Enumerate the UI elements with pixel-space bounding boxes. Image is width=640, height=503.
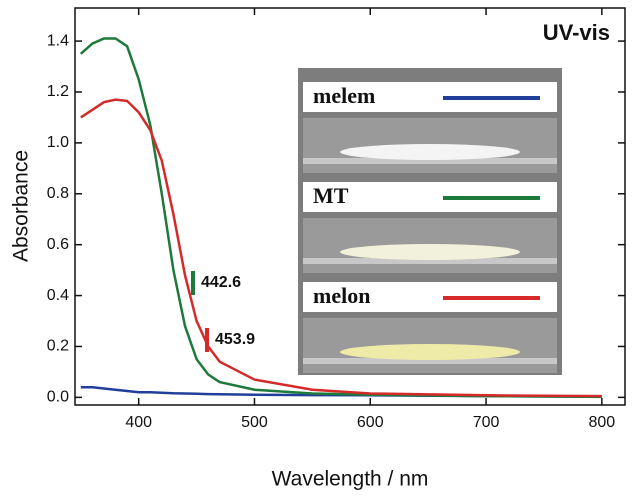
x-tick-label: 800 (588, 414, 615, 431)
annotation: 442.6 (201, 274, 241, 291)
y-tick-label: 0.2 (47, 338, 69, 355)
legend-label: MT (313, 183, 349, 208)
x-tick-label: 700 (473, 414, 500, 431)
y-tick-label: 1.0 (47, 134, 69, 151)
x-tick-label: 600 (357, 414, 384, 431)
x-tick-label: 400 (125, 414, 152, 431)
powder (340, 144, 520, 160)
annotation: 453.9 (215, 331, 255, 348)
powder (340, 344, 520, 360)
y-tick-label: 0.0 (47, 389, 69, 406)
x-tick-label: 500 (241, 414, 268, 431)
x-axis-label: Wavelength / nm (272, 468, 429, 491)
y-tick-label: 0.8 (47, 185, 69, 202)
y-tick-label: 1.4 (47, 32, 69, 49)
chart: UV-vis Wavelength / nm Absorbance melem M… (0, 0, 640, 498)
y-tick-label: 0.4 (47, 287, 69, 304)
y-tick-label: 0.6 (47, 236, 69, 253)
legend-label: melem (313, 83, 375, 108)
y-tick-label: 1.2 (47, 83, 69, 100)
y-axis-label: Absorbance (10, 150, 33, 262)
chart-title: UV-vis (543, 20, 610, 45)
powder (340, 244, 520, 260)
legend-label: melon (313, 283, 370, 308)
